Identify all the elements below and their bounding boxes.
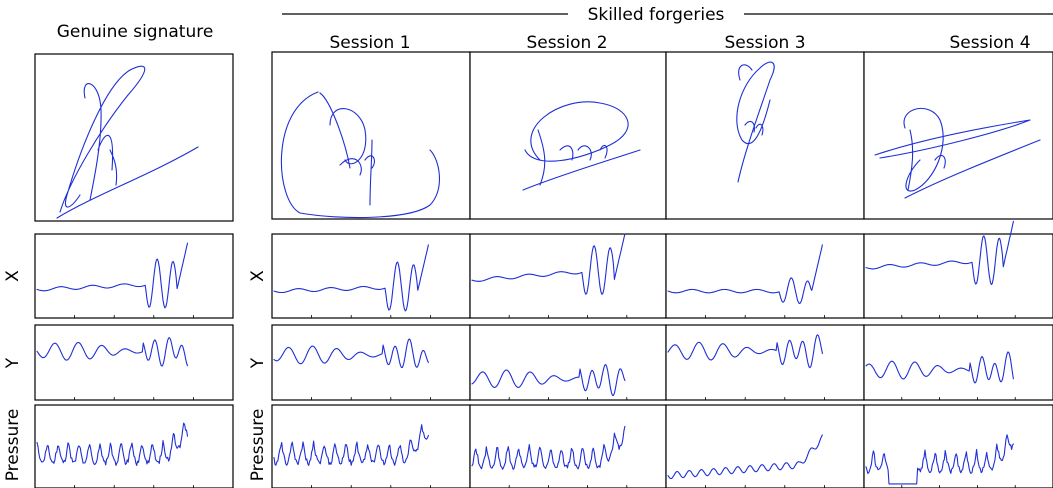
session-3-x-trace-panel <box>665 233 865 319</box>
genuine-pressure-curve <box>36 422 189 466</box>
session-1-signature-frame <box>271 51 471 220</box>
row-label-pressure-genuine: Pressure <box>3 409 23 482</box>
skilled-forgeries-header: Skilled forgeries <box>282 5 1053 25</box>
genuine-y-curve <box>36 337 189 367</box>
session-3-y-curve <box>667 334 823 369</box>
session-2-signature-frame <box>469 51 667 220</box>
session-1-y-trace-panel <box>271 324 471 401</box>
session-3-signature-stroke <box>736 61 775 183</box>
session-4-y-frame <box>863 324 1053 401</box>
session-4-title: Session 4 <box>949 33 1030 53</box>
session-3-pressure-frame <box>665 404 865 488</box>
row-label-y-forgery: Y <box>248 357 268 369</box>
session-3-pressure-curve <box>667 434 823 480</box>
genuine-signature-panel <box>34 53 234 222</box>
genuine-pressure-trace-panel <box>34 404 234 488</box>
session-4-x-trace-panel <box>863 220 1053 319</box>
session-1-x-frame <box>271 233 471 319</box>
session-1-y-frame <box>271 324 471 401</box>
row-label-y-genuine: Y <box>3 357 23 369</box>
session-2-x-frame <box>469 233 667 319</box>
session-4-pressure-curve <box>865 434 1014 485</box>
session-2-x-curve <box>471 233 626 295</box>
session-2-pressure-curve <box>471 425 626 470</box>
session-3-pressure-trace-panel <box>665 404 865 488</box>
session-4-pressure-trace-panel <box>863 404 1053 488</box>
session-4-x-curve <box>865 220 1014 286</box>
genuine-y-trace-panel <box>34 324 234 401</box>
session-1-pressure-curve <box>273 424 429 466</box>
row-label-x-forgery: X <box>248 270 268 282</box>
session-4-pressure-frame <box>863 404 1053 488</box>
session-3-signature-frame <box>665 51 865 220</box>
session-1-pressure-frame <box>271 404 471 488</box>
session-4-x-frame <box>863 233 1053 319</box>
genuine-signature-frame <box>34 53 234 222</box>
session-2-y-trace-panel <box>469 324 667 401</box>
session-4-signature-frame <box>863 51 1053 220</box>
session-3-x-curve <box>667 244 823 305</box>
session-2-pressure-trace-panel <box>469 404 667 488</box>
session-2-y-frame <box>469 324 667 401</box>
skilled-forgeries-title: Skilled forgeries <box>588 5 725 25</box>
session-2-y-curve <box>471 364 626 396</box>
session-3-x-frame <box>665 233 865 319</box>
session-1-title: Session 1 <box>329 33 410 53</box>
session-1-x-trace-panel <box>271 233 471 319</box>
genuine-x-frame <box>34 233 234 319</box>
session-2-pressure-frame <box>469 404 667 488</box>
session-2-signature-stroke <box>522 101 641 191</box>
genuine-x-trace-panel <box>34 233 234 319</box>
genuine-y-frame <box>34 324 234 401</box>
genuine-signature-stroke <box>56 65 199 219</box>
genuine-signature-title: Genuine signature <box>57 22 214 42</box>
session-1-signature-stroke <box>280 91 441 219</box>
genuine-pressure-frame <box>34 404 234 488</box>
session-1-signature-panel <box>271 51 471 220</box>
session-1-x-curve <box>273 244 429 312</box>
session-4-signature-stroke <box>874 107 1041 199</box>
session-4-y-trace-panel <box>863 324 1053 401</box>
session-2-title: Session 2 <box>526 33 607 53</box>
session-3-signature-panel <box>665 51 865 220</box>
session-1-pressure-trace-panel <box>271 404 471 488</box>
trace-panels <box>34 220 1053 488</box>
session-2-signature-panel <box>469 51 667 220</box>
session-3-y-frame <box>665 324 865 401</box>
session-2-x-trace-panel <box>469 233 667 319</box>
session-4-y-curve <box>865 351 1014 384</box>
session-4-signature-panel <box>863 51 1053 220</box>
row-label-pressure-forgery: Pressure <box>248 409 268 482</box>
session-1-y-curve <box>273 338 429 368</box>
session-3-title: Session 3 <box>724 33 805 53</box>
row-label-x-genuine: X <box>3 270 23 282</box>
session-3-y-trace-panel <box>665 324 865 401</box>
genuine-x-curve <box>36 242 189 309</box>
